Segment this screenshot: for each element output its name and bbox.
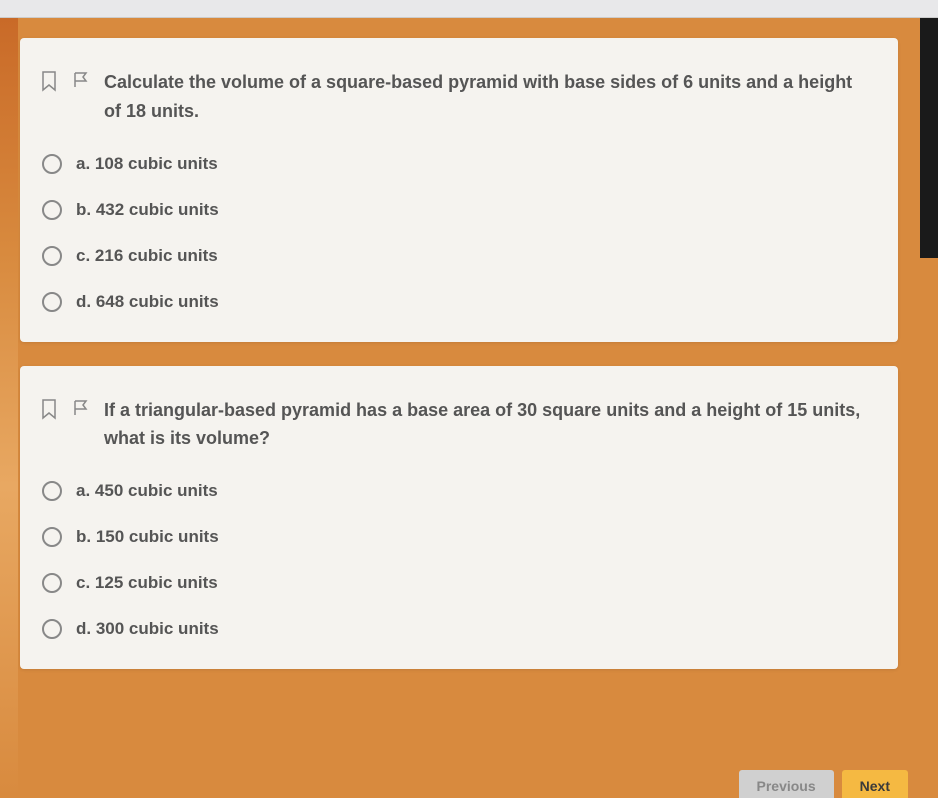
option-label: d. 648 cubic units <box>76 292 219 312</box>
radio-button[interactable] <box>42 292 62 312</box>
question-text: If a triangular-based pyramid has a base… <box>104 396 868 454</box>
answer-option[interactable]: d. 648 cubic units <box>42 292 868 312</box>
radio-button[interactable] <box>42 200 62 220</box>
radio-button[interactable] <box>42 573 62 593</box>
flag-icon[interactable] <box>72 399 90 417</box>
answer-option[interactable]: c. 125 cubic units <box>42 573 868 593</box>
answer-option[interactable]: d. 300 cubic units <box>42 619 868 639</box>
bookmark-icon[interactable] <box>40 398 58 420</box>
browser-chrome-bar <box>0 0 938 18</box>
answer-option[interactable]: b. 150 cubic units <box>42 527 868 547</box>
question-header: Calculate the volume of a square-based p… <box>40 68 868 126</box>
options-list: a. 108 cubic units b. 432 cubic units c.… <box>40 154 868 312</box>
radio-button[interactable] <box>42 154 62 174</box>
option-label: a. 108 cubic units <box>76 154 218 174</box>
question-card: If a triangular-based pyramid has a base… <box>20 366 898 670</box>
answer-option[interactable]: a. 108 cubic units <box>42 154 868 174</box>
radio-button[interactable] <box>42 246 62 266</box>
options-list: a. 450 cubic units b. 150 cubic units c.… <box>40 481 868 639</box>
question-header: If a triangular-based pyramid has a base… <box>40 396 868 454</box>
previous-button[interactable]: Previous <box>739 770 834 798</box>
option-label: d. 300 cubic units <box>76 619 219 639</box>
option-label: c. 216 cubic units <box>76 246 218 266</box>
option-label: b. 432 cubic units <box>76 200 219 220</box>
quiz-container: Calculate the volume of a square-based p… <box>0 18 938 669</box>
option-label: c. 125 cubic units <box>76 573 218 593</box>
question-text: Calculate the volume of a square-based p… <box>104 68 868 126</box>
answer-option[interactable]: c. 216 cubic units <box>42 246 868 266</box>
answer-option[interactable]: b. 432 cubic units <box>42 200 868 220</box>
radio-button[interactable] <box>42 527 62 547</box>
flag-icon[interactable] <box>72 71 90 89</box>
option-label: b. 150 cubic units <box>76 527 219 547</box>
navigation-footer: Previous Next <box>739 770 909 798</box>
option-label: a. 450 cubic units <box>76 481 218 501</box>
radio-button[interactable] <box>42 481 62 501</box>
question-card: Calculate the volume of a square-based p… <box>20 38 898 342</box>
radio-button[interactable] <box>42 619 62 639</box>
next-button[interactable]: Next <box>842 770 908 798</box>
left-background-sliver <box>0 18 18 798</box>
answer-option[interactable]: a. 450 cubic units <box>42 481 868 501</box>
right-background-sliver <box>920 18 938 258</box>
bookmark-icon[interactable] <box>40 70 58 92</box>
